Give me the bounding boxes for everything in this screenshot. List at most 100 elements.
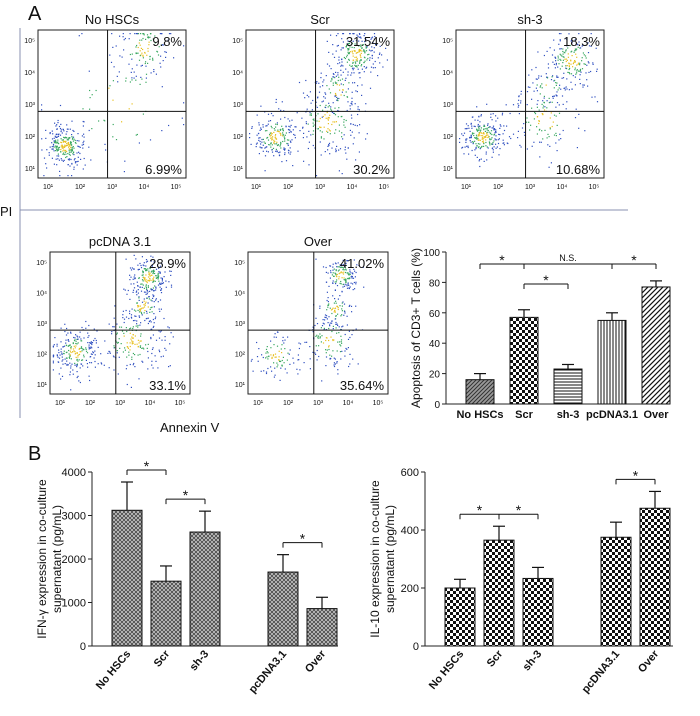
flow-dot [122, 351, 124, 353]
flow-dot [83, 337, 85, 339]
flow-dot [317, 113, 319, 115]
flow-dot [72, 342, 74, 345]
flow-dot [124, 37, 126, 40]
flow-dot [76, 161, 78, 163]
flow-dot [129, 33, 131, 35]
flow-dot [337, 100, 339, 102]
flow-dot [70, 142, 72, 144]
flow-dot [328, 51, 330, 53]
flow-dot [566, 88, 568, 90]
flow-dot [113, 66, 115, 68]
flow-dot [588, 71, 590, 73]
flow-dot [120, 343, 122, 345]
flow-dot [273, 141, 275, 143]
flow-dot [152, 59, 154, 61]
flow-dot [540, 141, 542, 143]
flow-dot [154, 318, 156, 320]
flow-dot [340, 266, 342, 269]
flow-dot [74, 337, 76, 339]
flow-dot [345, 278, 347, 280]
flow-dot [328, 144, 330, 146]
flow-dot [318, 82, 320, 84]
flow-dot [562, 103, 564, 105]
flow-dot [141, 360, 143, 362]
flow-dot [160, 283, 162, 285]
flow-dot [132, 278, 134, 280]
flow-dot [146, 290, 148, 292]
flow-dot [168, 327, 170, 329]
flow-dot [276, 366, 278, 368]
flow-dot [568, 65, 570, 68]
flow-dot [364, 52, 366, 54]
flow-dot [89, 97, 91, 99]
flow-dot [57, 158, 59, 160]
flow-dot [129, 279, 131, 281]
flow-dot [130, 316, 132, 318]
flow-dot [583, 63, 585, 65]
flow-dot [464, 128, 466, 130]
flow-dot [541, 130, 543, 132]
flow-dot [273, 155, 275, 157]
flow-dot [137, 346, 139, 348]
flow-y-tick-label: 10⁴ [442, 70, 453, 77]
flow-dot [277, 130, 280, 133]
flow-dot [112, 355, 115, 357]
flow-dot [336, 99, 338, 101]
flow-dot [334, 298, 336, 300]
flow-dot [467, 145, 469, 147]
flow-dot [541, 87, 543, 89]
flow-dot [352, 273, 354, 275]
flow-dot [266, 356, 268, 358]
flow-dot [272, 354, 275, 356]
flow-dot [150, 274, 152, 276]
flow-dot [249, 133, 251, 135]
flow-dot [579, 69, 581, 71]
flow-dot [335, 121, 337, 123]
flow-dot [76, 366, 78, 368]
y-axis-label: IFN-γ expression in co-culturesupernatan… [35, 479, 64, 639]
flow-dot [140, 335, 142, 337]
flow-dot [483, 129, 485, 131]
flow-y-tick-label: 10¹ [443, 166, 454, 173]
flow-dot [163, 276, 165, 278]
flow-dot [251, 358, 253, 361]
flow-dot [72, 342, 74, 344]
flow-dot [355, 159, 357, 161]
flow-dot [574, 39, 576, 41]
flow-dot [361, 50, 363, 52]
flow-dot [62, 147, 64, 149]
flow-dot [353, 50, 355, 52]
flow-dot [360, 37, 362, 39]
flow-dot [268, 144, 270, 146]
flow-dot [52, 369, 54, 371]
flow-dot [493, 129, 495, 131]
flow-dot [132, 327, 134, 330]
flow-dot [334, 121, 336, 123]
flow-dot [308, 141, 310, 143]
flow-dot [486, 131, 488, 133]
flow-dot [337, 44, 339, 47]
flow-dot [521, 127, 524, 129]
flow-dot [67, 364, 69, 366]
flow-dot [328, 316, 330, 318]
flow-dot [162, 282, 164, 284]
flow-dot [159, 265, 161, 267]
flow-dot [494, 128, 496, 131]
flow-dot [486, 133, 488, 135]
flow-dot [113, 326, 115, 328]
flow-dot [67, 142, 69, 144]
flow-dot [134, 354, 136, 356]
flow-dot [575, 108, 577, 110]
flow-dot [552, 61, 554, 63]
flow-dot [341, 47, 343, 49]
flow-dot [545, 73, 547, 75]
flow-dot [596, 70, 598, 72]
flow-dot [159, 286, 161, 288]
flow-dot [596, 101, 599, 103]
flow-dot [60, 145, 62, 147]
flow-dot [147, 302, 149, 304]
flow-dot [153, 269, 155, 271]
